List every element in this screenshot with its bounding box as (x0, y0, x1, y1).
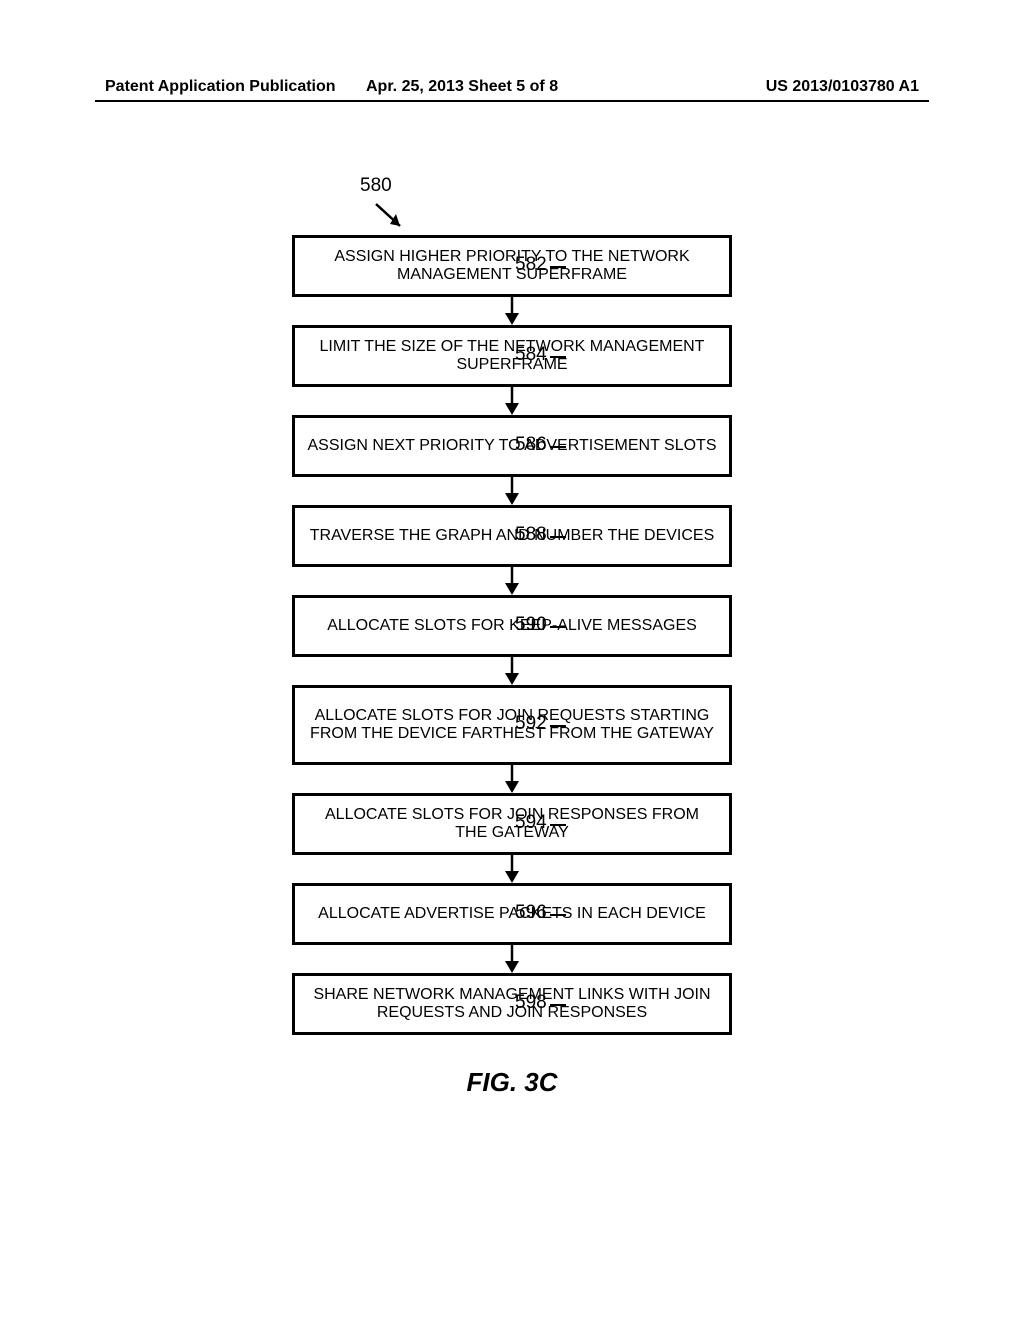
flowchart-box: TRAVERSE THE GRAPH AND NUMBER THE DEVICE… (292, 505, 732, 567)
flowchart-container: 582ASSIGN HIGHER PRIORITY TO THE NETWORK… (0, 235, 1024, 1098)
reference-label: 586 (515, 434, 547, 456)
header-left-text: Patent Application Publication (105, 78, 336, 96)
reference-tick (550, 725, 566, 727)
figure-label: FIG. 3C (466, 1067, 557, 1098)
connector-arrow (292, 657, 732, 685)
flowchart-row: 592ALLOCATE SLOTS FOR JOIN REQUESTS STAR… (292, 685, 732, 765)
header-divider (95, 100, 929, 102)
reference-label: 590 (515, 614, 547, 636)
flowchart-row: 594ALLOCATE SLOTS FOR JOIN RESPONSES FRO… (292, 793, 732, 855)
flowchart-box: SHARE NETWORK MANAGEMENT LINKS WITH JOIN… (292, 973, 732, 1035)
connector-arrow (292, 855, 732, 883)
flowchart-row: 596ALLOCATE ADVERTISE PACKETS IN EACH DE… (292, 883, 732, 945)
flowchart-box: ALLOCATE SLOTS FOR JOIN REQUESTS STARTIN… (292, 685, 732, 765)
flowchart-box: ASSIGN HIGHER PRIORITY TO THE NETWORK MA… (292, 235, 732, 297)
connector-arrow (292, 297, 732, 325)
flowchart-row: 582ASSIGN HIGHER PRIORITY TO THE NETWORK… (292, 235, 732, 297)
flowchart-row: 588TRAVERSE THE GRAPH AND NUMBER THE DEV… (292, 505, 732, 567)
flowchart-row: 590ALLOCATE SLOTS FOR KEEP-ALIVE MESSAGE… (292, 595, 732, 657)
reference-tick (550, 1004, 566, 1006)
reference-tick (550, 626, 566, 628)
connector-arrow (292, 567, 732, 595)
reference-label: 592 (515, 713, 547, 735)
reference-label: 588 (515, 524, 547, 546)
reference-tick (550, 824, 566, 826)
main-reference-number: 580 (360, 175, 392, 197)
connector-arrow (292, 765, 732, 793)
reference-label: 594 (515, 812, 547, 834)
flowchart-box: ALLOCATE ADVERTISE PACKETS IN EACH DEVIC… (292, 883, 732, 945)
reference-tick (550, 914, 566, 916)
flowchart-box: LIMIT THE SIZE OF THE NETWORK MANAGEMENT… (292, 325, 732, 387)
reference-label: 598 (515, 992, 547, 1014)
flowchart-row: 598SHARE NETWORK MANAGEMENT LINKS WITH J… (292, 973, 732, 1035)
page-header: Patent Application Publication Apr. 25, … (0, 78, 1024, 96)
flowchart-box: ASSIGN NEXT PRIORITY TO ADVERTISEMENT SL… (292, 415, 732, 477)
reference-tick (550, 536, 566, 538)
reference-tick (550, 446, 566, 448)
flowchart-row: 584LIMIT THE SIZE OF THE NETWORK MANAGEM… (292, 325, 732, 387)
connector-arrow (292, 477, 732, 505)
connector-arrow (292, 387, 732, 415)
flowchart-box: ALLOCATE SLOTS FOR KEEP-ALIVE MESSAGES (292, 595, 732, 657)
reference-label: 582 (515, 254, 547, 276)
header-right-text: US 2013/0103780 A1 (766, 78, 919, 96)
flowchart-row: 586ASSIGN NEXT PRIORITY TO ADVERTISEMENT… (292, 415, 732, 477)
header-center-text: Apr. 25, 2013 Sheet 5 of 8 (366, 78, 558, 96)
reference-label: 584 (515, 344, 547, 366)
reference-tick (550, 356, 566, 358)
connector-arrow (292, 945, 732, 973)
flowchart-box: ALLOCATE SLOTS FOR JOIN RESPONSES FROM T… (292, 793, 732, 855)
reference-label: 596 (515, 902, 547, 924)
reference-tick (550, 266, 566, 268)
